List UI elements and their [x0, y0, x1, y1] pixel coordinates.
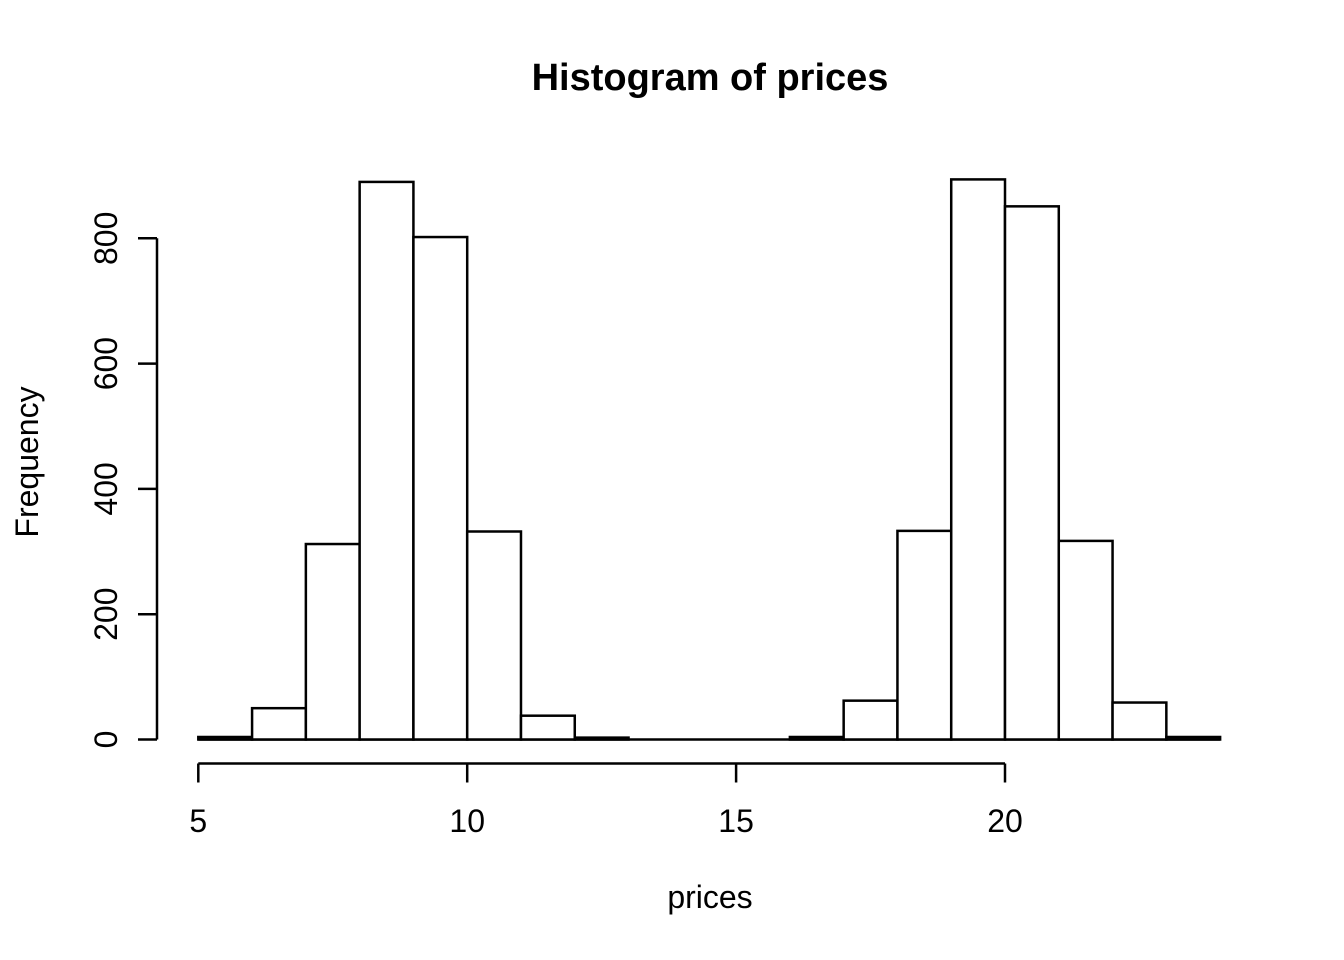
histogram-bar	[1165, 735, 1222, 741]
histogram-bar	[896, 529, 953, 741]
histogram-bar	[842, 699, 899, 741]
y-tick-label: 200	[88, 588, 124, 641]
x-tick-label: 20	[987, 803, 1023, 839]
histogram-bar	[250, 706, 308, 741]
x-tick-label: 15	[718, 803, 754, 839]
y-tick-label: 400	[88, 462, 124, 515]
histogram-bar	[465, 530, 523, 741]
histogram-bar	[519, 714, 577, 741]
histogram-bar	[197, 735, 254, 741]
y-axis-title: Frequency	[9, 386, 45, 537]
histogram-bar	[573, 736, 630, 741]
y-tick-label: 0	[88, 731, 124, 749]
histogram-bar	[1003, 205, 1061, 741]
x-tick-label: 5	[189, 803, 207, 839]
axes-group: 0 200 400 600 800 5 10 15 20	[88, 212, 1023, 839]
histogram-bar	[949, 178, 1007, 741]
y-tick-label: 800	[88, 212, 124, 265]
bars-group	[197, 178, 1222, 741]
histogram-bar	[412, 235, 469, 741]
histogram-bar	[788, 735, 845, 741]
histogram-bar	[1111, 701, 1168, 741]
histogram-bar	[1057, 539, 1114, 741]
y-tick-label: 600	[88, 337, 124, 390]
histogram-bar	[304, 542, 361, 741]
chart-title: Histogram of prices	[532, 57, 889, 99]
x-tick-label: 10	[449, 803, 485, 839]
x-axis-title: prices	[667, 879, 752, 915]
histogram-bar	[358, 180, 415, 741]
